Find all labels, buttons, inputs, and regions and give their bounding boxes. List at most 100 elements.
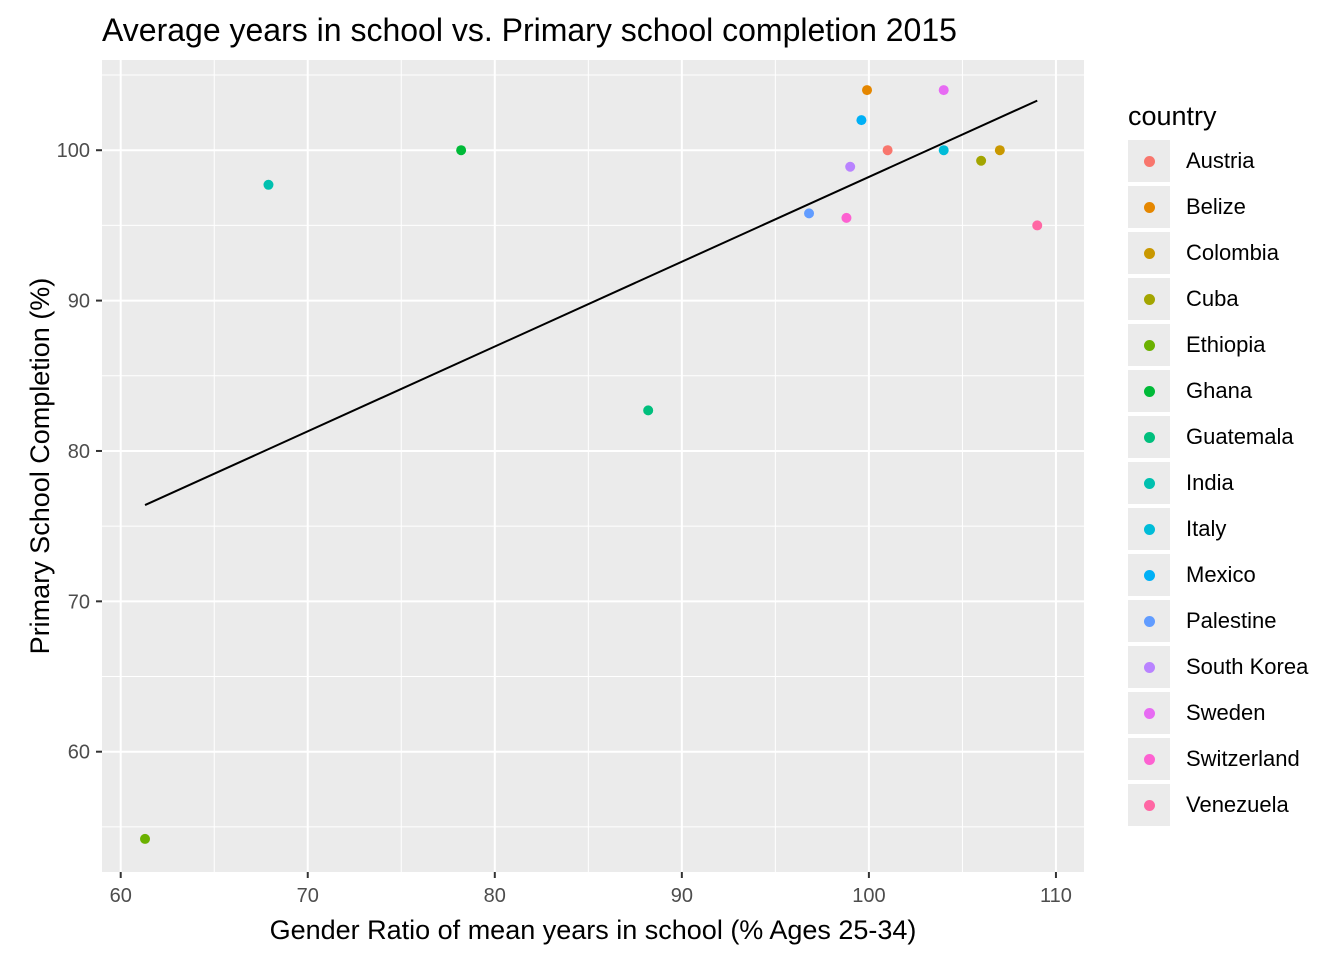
legend-item: South Korea [1128,644,1308,690]
legend-swatch [1143,431,1155,443]
data-point-belize [862,85,873,96]
legend-label: Ghana [1186,378,1253,403]
x-tick-label: 100 [852,885,885,907]
data-point-palestine [804,208,815,219]
legend-label: Venezuela [1186,792,1289,817]
data-point-italy [938,145,949,156]
legend-key [1128,600,1170,642]
legend-swatch [1143,569,1155,581]
data-point-india [263,179,274,190]
data-point-sweden [938,85,949,96]
legend-label: Cuba [1186,286,1239,311]
y-tick-label: 70 [68,591,90,613]
y-tick-label: 100 [57,140,90,162]
x-tick-label: 110 [1040,885,1072,907]
legend-key [1128,278,1170,320]
legend-item: Belize [1128,184,1308,230]
y-axis-ticks: 60 70 80 90 100 [57,140,102,764]
data-point-switzerland [841,212,852,223]
legend-label: Ethiopia [1186,332,1266,357]
x-tick-label: 70 [297,885,319,907]
plot-panel [102,60,1084,872]
legend-key [1128,232,1170,274]
legend-key [1128,554,1170,596]
data-points [140,85,1043,844]
chart-title: Average years in school vs. Primary scho… [102,12,957,48]
legend-label: Austria [1186,148,1255,173]
y-tick-label: 60 [68,742,90,764]
legend-title: country [1128,101,1217,131]
x-tick-label: 80 [484,885,506,907]
legend-item: Cuba [1128,276,1308,322]
legend-label: India [1186,470,1234,495]
legend-swatch [1143,201,1155,213]
legend-key [1128,784,1170,826]
y-tick-label: 80 [68,441,90,463]
legend-item: Ethiopia [1128,322,1308,368]
data-point-venezuela [1032,220,1043,231]
data-point-austria [882,145,893,156]
data-point-ethiopia [140,833,151,844]
legend-item: India [1128,460,1308,506]
legend-item: Austria [1128,138,1308,184]
legend-item: Colombia [1128,230,1308,276]
legend-swatch [1143,615,1155,627]
legend-label: Sweden [1186,700,1266,725]
x-axis-ticks: 60 70 80 90 100 110 [110,872,1072,907]
data-point-cuba [976,155,987,166]
legend-item: Venezuela [1128,782,1308,828]
legend-swatch [1143,477,1155,489]
trend-line [144,99,1038,507]
legend-label: Palestine [1186,608,1277,633]
legend-label: Switzerland [1186,746,1300,771]
trend-line-group [144,99,1038,507]
legend: country Austria Belize Colombia Cuba Ethiopi… [1128,96,1308,828]
x-axis-label: Gender Ratio of mean years in school (% … [269,915,917,945]
data-point-south-korea [845,161,856,172]
legend-label: Mexico [1186,562,1256,587]
legend-key [1128,140,1170,182]
legend-item: Mexico [1128,552,1308,598]
data-point-guatemala [643,405,654,416]
data-point-mexico [856,115,867,126]
legend-item: Switzerland [1128,736,1308,782]
legend-swatch [1143,247,1155,259]
legend-label: Belize [1186,194,1246,219]
legend-swatch [1143,293,1155,305]
legend-item: Italy [1128,506,1308,552]
legend-key [1128,508,1170,550]
legend-key [1128,324,1170,366]
legend-key [1128,692,1170,734]
minor-gridlines [102,60,1084,872]
legend-key [1128,738,1170,780]
y-axis-label: Primary School Completion (%) [25,277,55,655]
x-tick-label: 60 [110,885,132,907]
legend-label: Italy [1186,516,1227,541]
legend-item: Guatemala [1128,414,1308,460]
legend-label: Guatemala [1186,424,1294,449]
legend-items: Austria Belize Colombia Cuba Ethiopia Ghana Gu… [1128,138,1308,828]
y-tick-label: 90 [68,291,90,313]
legend-item: Ghana [1128,368,1308,414]
legend-swatch [1143,523,1155,535]
legend-key [1128,646,1170,688]
legend-item: Sweden [1128,690,1308,736]
legend-swatch [1143,155,1155,167]
legend-label: Colombia [1186,240,1279,265]
legend-swatch [1143,339,1155,351]
data-point-colombia [994,145,1005,156]
major-gridlines [102,60,1084,872]
legend-swatch [1143,799,1155,811]
legend-label: South Korea [1186,654,1309,679]
legend-swatch [1143,753,1155,765]
legend-swatch [1143,385,1155,397]
legend-key [1128,416,1170,458]
legend-key [1128,186,1170,228]
legend-item: Palestine [1128,598,1308,644]
legend-key [1128,370,1170,412]
x-tick-label: 90 [671,885,693,907]
legend-key [1128,462,1170,504]
data-point-ghana [456,145,467,156]
legend-swatch [1143,707,1155,719]
